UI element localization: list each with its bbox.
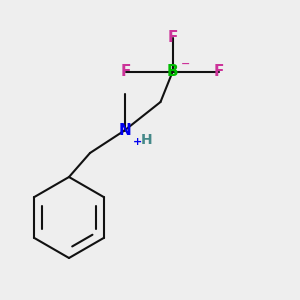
Text: F: F [214, 64, 224, 80]
Text: H: H [141, 133, 153, 147]
Text: F: F [121, 64, 131, 80]
Text: F: F [167, 30, 178, 45]
Text: +: + [134, 137, 142, 147]
Text: −: − [180, 58, 190, 69]
Text: N: N [118, 123, 131, 138]
Text: B: B [167, 64, 178, 80]
